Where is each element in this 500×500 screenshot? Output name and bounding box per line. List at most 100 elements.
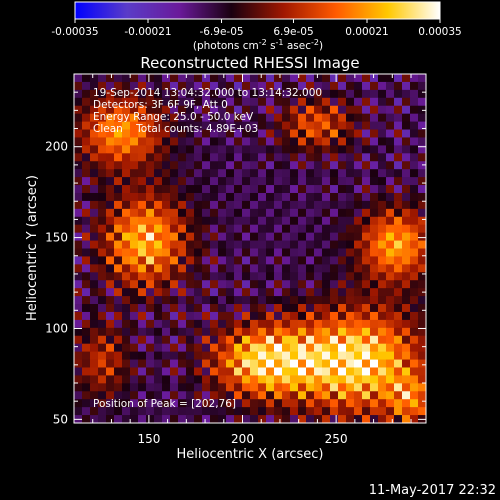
heatmap-cell: [346, 415, 355, 424]
heatmap-cell: [82, 375, 91, 384]
heatmap-cell: [82, 288, 91, 297]
heatmap-cell: [90, 97, 99, 107]
heatmap-cell: [354, 375, 363, 384]
heatmap-cell: [74, 153, 83, 162]
heatmap-cell: [298, 288, 307, 297]
heatmap-cell: [274, 319, 283, 329]
heatmap-cell: [114, 240, 123, 249]
heatmap-cell: [418, 391, 427, 400]
heatmap-cell: [114, 169, 123, 178]
heatmap-cell: [258, 311, 267, 321]
heatmap-cell: [202, 359, 211, 368]
heatmap-cell: [410, 319, 419, 329]
heatmap-cell: [106, 113, 115, 122]
heatmap-cell: [90, 319, 99, 329]
heatmap-cell: [98, 319, 107, 329]
heatmap-cell: [202, 311, 211, 321]
heatmap-cell: [130, 359, 139, 368]
heatmap-cell: [114, 296, 123, 305]
heatmap-cell: [218, 121, 227, 130]
heatmap-cell: [402, 113, 411, 122]
heatmap-cell: [402, 216, 411, 226]
heatmap-cell: [138, 351, 147, 360]
heatmap-cell: [202, 200, 211, 210]
heatmap-cell: [346, 335, 355, 345]
heatmap-cell: [122, 89, 131, 99]
heatmap-cell: [234, 248, 243, 257]
heatmap-cell: [370, 359, 379, 368]
heatmap-cell: [82, 169, 91, 178]
heatmap-cell: [178, 296, 187, 305]
heatmap-cell: [266, 415, 275, 424]
heatmap-cell: [178, 415, 187, 424]
heatmap-cell: [290, 153, 299, 162]
heatmap-cell: [226, 280, 235, 289]
heatmap-cell: [274, 351, 283, 360]
heatmap-cell: [274, 375, 283, 384]
heatmap-cell: [154, 200, 163, 210]
heatmap-cell: [266, 81, 275, 91]
heatmap-cell: [322, 169, 331, 178]
colorbar-gradient: [74, 1, 441, 20]
heatmap-cell: [338, 113, 347, 122]
heatmap-cell: [90, 177, 99, 186]
heatmap-cell: [338, 240, 347, 249]
heatmap-cell: [234, 89, 243, 99]
heatmap-cell: [266, 97, 275, 107]
colorbar-ticks: -0.00035 -0.00021 -6.9e-05 6.9e-05 0.00021 0.…: [51, 19, 462, 38]
heatmap-cell: [410, 192, 419, 202]
heatmap-cell: [106, 248, 115, 257]
heatmap-cell: [290, 343, 299, 353]
heatmap-cell: [386, 272, 395, 281]
heatmap-cell: [386, 399, 395, 408]
heatmap-cell: [210, 121, 219, 130]
heatmap-cell: [74, 232, 83, 241]
heatmap-cell: [370, 343, 379, 353]
heatmap-cell: [378, 81, 387, 91]
heatmap-cell: [290, 145, 299, 154]
heatmap-cell: [226, 304, 235, 313]
heatmap-cell: [106, 367, 115, 376]
heatmap-cell: [290, 137, 299, 146]
heatmap-cell: [378, 311, 387, 321]
heatmap-cell: [186, 169, 195, 178]
heatmap-cell: [146, 240, 155, 249]
heatmap-cell: [90, 216, 99, 226]
heatmap-cell: [274, 161, 283, 170]
heatmap-cell: [378, 145, 387, 154]
heatmap-cell: [250, 351, 259, 360]
heatmap-cell: [170, 296, 179, 305]
heatmap-cell: [218, 97, 227, 107]
heatmap-cell: [306, 304, 315, 313]
colorbar-tick-label: -0.00035: [51, 26, 98, 38]
heatmap-cell: [130, 121, 139, 130]
heatmap-cell: [418, 280, 427, 289]
heatmap-cell: [418, 129, 427, 138]
heatmap-cell: [82, 137, 91, 146]
heatmap-cell: [386, 192, 395, 202]
heatmap-cell: [218, 169, 227, 178]
heatmap-cell: [378, 240, 387, 249]
heatmap-cell: [178, 256, 187, 265]
heatmap-cell: [418, 399, 427, 408]
heatmap-cell: [418, 81, 427, 91]
heatmap-cell: [258, 208, 267, 218]
heatmap-cell: [266, 192, 275, 202]
heatmap-cell: [138, 304, 147, 313]
heatmap-cell: [90, 272, 99, 281]
heatmap-cell: [266, 407, 275, 416]
heatmap-cell: [138, 208, 147, 218]
heatmap-cell: [346, 407, 355, 416]
heatmap-cell: [290, 383, 299, 392]
heatmap-cell: [82, 192, 91, 202]
heatmap-cell: [298, 105, 307, 115]
heatmap-cell: [234, 407, 243, 416]
heatmap-cell: [194, 248, 203, 257]
heatmap-cell: [202, 335, 211, 345]
heatmap-cell: [290, 415, 299, 424]
heatmap-cell: [178, 335, 187, 345]
heatmap-cell: [410, 375, 419, 384]
heatmap-cell: [298, 399, 307, 408]
heatmap-cell: [154, 224, 163, 234]
heatmap-cell: [394, 272, 403, 281]
